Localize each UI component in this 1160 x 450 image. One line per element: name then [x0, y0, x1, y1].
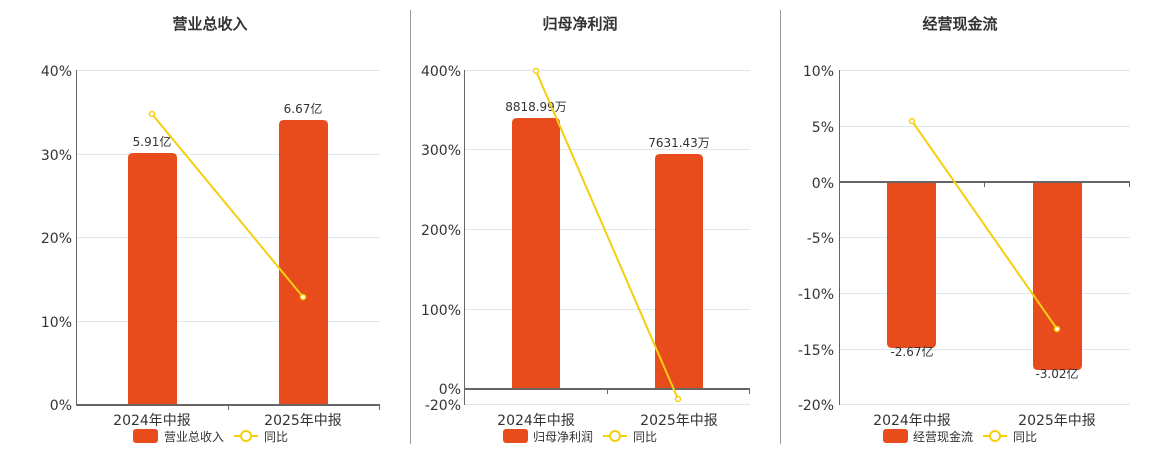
- bar-label: 8818.99万: [505, 100, 567, 114]
- bar[interactable]: [279, 120, 328, 405]
- y-tick: 300%: [421, 143, 461, 159]
- y-tick: 30%: [41, 148, 72, 164]
- x-tick: 2024年中报: [497, 413, 575, 429]
- y-tick: 10%: [41, 315, 72, 331]
- yoy-point[interactable]: [148, 110, 156, 118]
- bar[interactable]: [887, 182, 936, 348]
- x-tick: 2025年中报: [264, 413, 342, 429]
- legend-label[interactable]: 同比: [633, 430, 657, 444]
- bar[interactable]: [512, 118, 560, 389]
- y-tick: 100%: [421, 303, 461, 319]
- y-tick: 20%: [41, 231, 72, 247]
- bar-label: -2.67亿: [890, 344, 933, 359]
- legend-line-swatch[interactable]: [989, 430, 1001, 442]
- legend-line-swatch[interactable]: [609, 430, 621, 442]
- y-tick: 0%: [812, 176, 834, 192]
- yoy-point[interactable]: [1053, 325, 1061, 333]
- bar[interactable]: [1033, 182, 1082, 370]
- y-tick: 0%: [50, 398, 72, 414]
- yoy-point[interactable]: [674, 395, 682, 403]
- y-tick: 40%: [41, 64, 72, 80]
- bar-label: 6.67亿: [284, 101, 323, 116]
- legend: 营业总收入 同比: [133, 429, 288, 444]
- legend-bar-swatch[interactable]: [133, 429, 158, 443]
- y-tick: -20%: [425, 398, 461, 414]
- yoy-line: [151, 113, 304, 298]
- yoy-point[interactable]: [532, 67, 540, 75]
- x-tick: 2025年中报: [640, 413, 718, 429]
- legend-label[interactable]: 同比: [1013, 430, 1037, 444]
- y-tick: -15%: [798, 343, 834, 359]
- y-tick: -10%: [798, 287, 834, 303]
- legend-label[interactable]: 归母净利润: [533, 430, 593, 444]
- y-tick: -5%: [807, 231, 834, 247]
- y-tick: 400%: [421, 64, 461, 80]
- legend-bar-swatch[interactable]: [503, 429, 528, 443]
- x-tick: 2024年中报: [113, 413, 191, 429]
- bar-label: -3.02亿: [1035, 366, 1078, 381]
- chart-operating-cashflow: 经营现金流 10% 5% 0% -5% -10% -15% -20% -2.67…: [798, 15, 1130, 444]
- bar[interactable]: [128, 153, 177, 405]
- gridlines: [76, 70, 380, 322]
- chart-title: 归母净利润: [542, 15, 617, 33]
- legend-label[interactable]: 经营现金流: [913, 429, 973, 444]
- gridlines: [839, 70, 1130, 405]
- chart-revenue: 营业总收入 40% 30% 20% 10% 0% 5.91亿 6.67亿 202…: [41, 15, 380, 444]
- legend-bar-swatch[interactable]: [883, 429, 908, 443]
- yoy-line: [535, 70, 679, 400]
- chart-net-profit: 归母净利润 400% 300% 200% 100% 0% -20% 8818.9…: [421, 15, 750, 444]
- y-tick: 0%: [439, 382, 461, 398]
- bar[interactable]: [655, 154, 703, 389]
- chart-title: 经营现金流: [922, 15, 997, 33]
- y-tick: 5%: [812, 120, 834, 136]
- chart-title: 营业总收入: [172, 15, 247, 33]
- legend-label[interactable]: 营业总收入: [164, 430, 224, 444]
- legend-line-swatch[interactable]: [240, 430, 252, 442]
- x-tick: 2025年中报: [1018, 413, 1096, 429]
- y-tick: 10%: [803, 64, 834, 80]
- y-tick: -20%: [798, 398, 834, 414]
- legend-label[interactable]: 同比: [264, 430, 288, 444]
- yoy-line: [911, 120, 1058, 330]
- y-tick: 200%: [421, 223, 461, 239]
- bar-label: 7631.43万: [648, 136, 710, 150]
- legend: 归母净利润 同比: [503, 429, 657, 444]
- yoy-point[interactable]: [299, 293, 307, 301]
- x-tick: 2024年中报: [873, 413, 951, 429]
- legend: 经营现金流 同比: [883, 429, 1037, 444]
- bar-label: 5.91亿: [133, 134, 172, 149]
- yoy-point[interactable]: [908, 117, 916, 125]
